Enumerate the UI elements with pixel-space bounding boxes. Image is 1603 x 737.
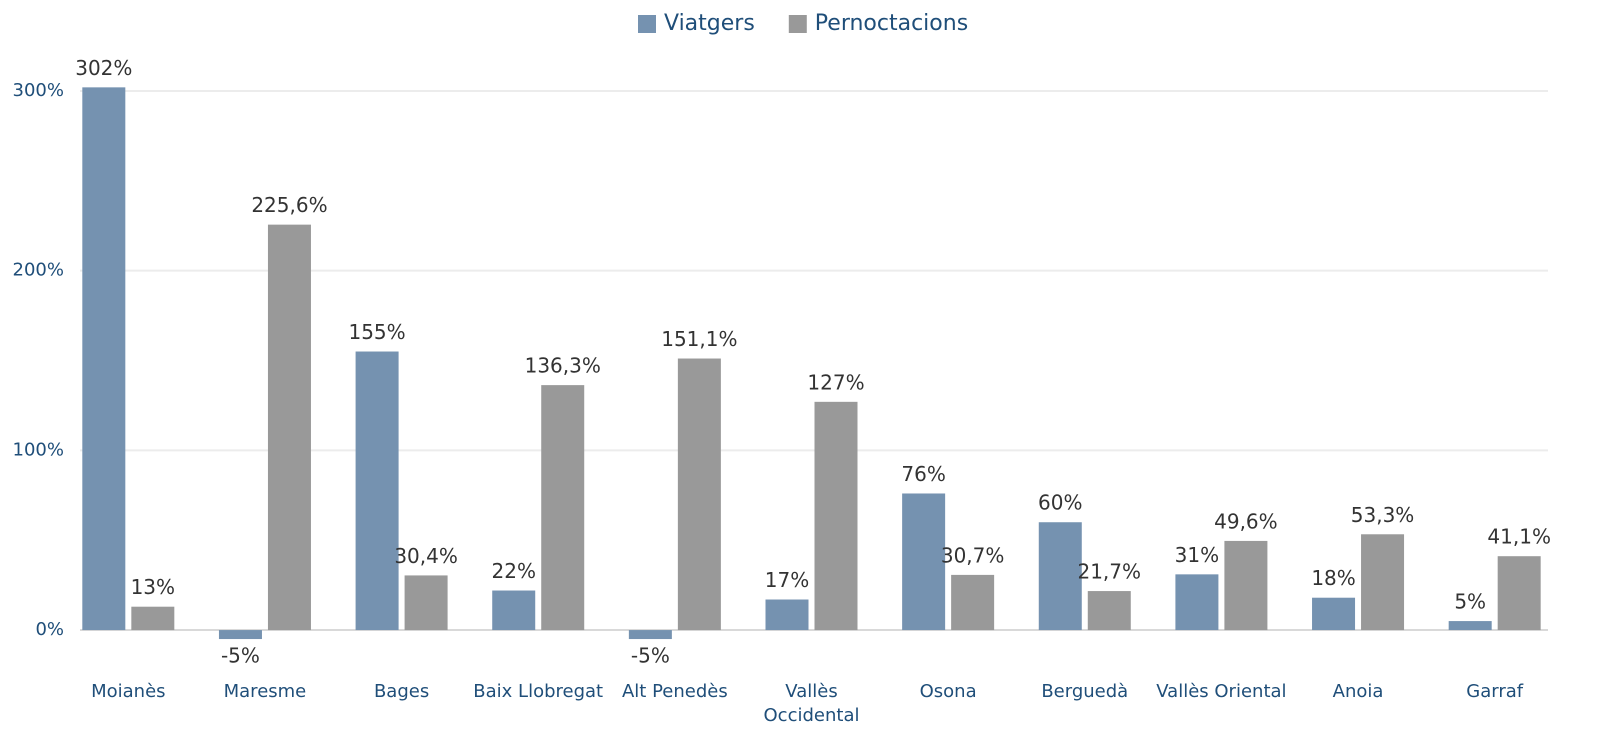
legend-swatch — [788, 15, 807, 33]
bar — [951, 574, 995, 631]
x-tick-label: Moianès — [91, 681, 166, 702]
value-label: 76% — [901, 462, 945, 486]
x-tick-label: Vallès Occidental — [763, 681, 860, 726]
bar — [1087, 591, 1131, 631]
value-label: 60% — [1038, 491, 1082, 515]
bar — [1361, 534, 1405, 631]
x-tick-label: Alt Penedès — [621, 681, 728, 702]
bar — [131, 606, 175, 631]
x-tick-label: Berguedà — [1041, 681, 1129, 702]
x-tick-label: Garraf — [1466, 681, 1524, 702]
y-tick-label: 300% — [13, 80, 64, 101]
value-label: 22% — [492, 559, 536, 583]
legend-swatch — [638, 15, 656, 33]
bar — [765, 599, 809, 631]
bar — [628, 630, 672, 640]
value-label: 41,1% — [1487, 525, 1551, 549]
value-label: -5% — [221, 644, 260, 668]
y-tick-label: 100% — [13, 439, 64, 460]
value-label: 49,6% — [1214, 509, 1278, 533]
bar — [677, 358, 721, 631]
bar — [1312, 597, 1356, 631]
y-tick-label: 200% — [13, 260, 64, 281]
value-label: 127% — [807, 370, 864, 394]
value-label: 151,1% — [661, 327, 737, 351]
bar — [1224, 540, 1268, 631]
value-label: 30,4% — [394, 544, 458, 568]
value-label: 5% — [1454, 590, 1486, 614]
bar — [1497, 556, 1541, 631]
bar — [218, 630, 262, 640]
value-label: 225,6% — [251, 193, 327, 217]
bar — [267, 224, 311, 631]
bar — [404, 575, 448, 631]
value-label: 13% — [131, 575, 175, 599]
bar — [82, 87, 126, 631]
value-label: 18% — [1311, 566, 1355, 590]
x-tick-label: Osona — [919, 681, 977, 702]
value-label: 17% — [765, 568, 809, 592]
y-tick-label: 0% — [35, 619, 64, 640]
bar — [902, 493, 946, 631]
value-label: 30,7% — [941, 543, 1005, 567]
x-tick-label: Maresme — [223, 681, 307, 702]
value-label: 302% — [75, 56, 132, 80]
x-tick-label: Vallès Oriental — [1156, 681, 1287, 702]
legend-label: Pernoctacions — [815, 11, 968, 36]
bar — [541, 385, 585, 631]
value-label: 21,7% — [1077, 560, 1141, 584]
value-label: 53,3% — [1351, 503, 1415, 527]
bar — [492, 590, 536, 631]
value-label: 136,3% — [525, 354, 601, 378]
value-label: 155% — [348, 320, 405, 344]
legend-label: Viatgers — [664, 11, 755, 36]
x-tick-label: Anoia — [1332, 681, 1384, 702]
bar — [355, 351, 399, 631]
x-tick-label: Bages — [373, 681, 430, 702]
bar — [1448, 621, 1492, 631]
value-label: -5% — [631, 644, 670, 668]
bar — [1038, 522, 1082, 631]
x-tick-label: Baix Llobregat — [473, 681, 604, 702]
bar — [814, 401, 858, 631]
bar — [1175, 574, 1219, 631]
value-label: 31% — [1175, 543, 1219, 567]
